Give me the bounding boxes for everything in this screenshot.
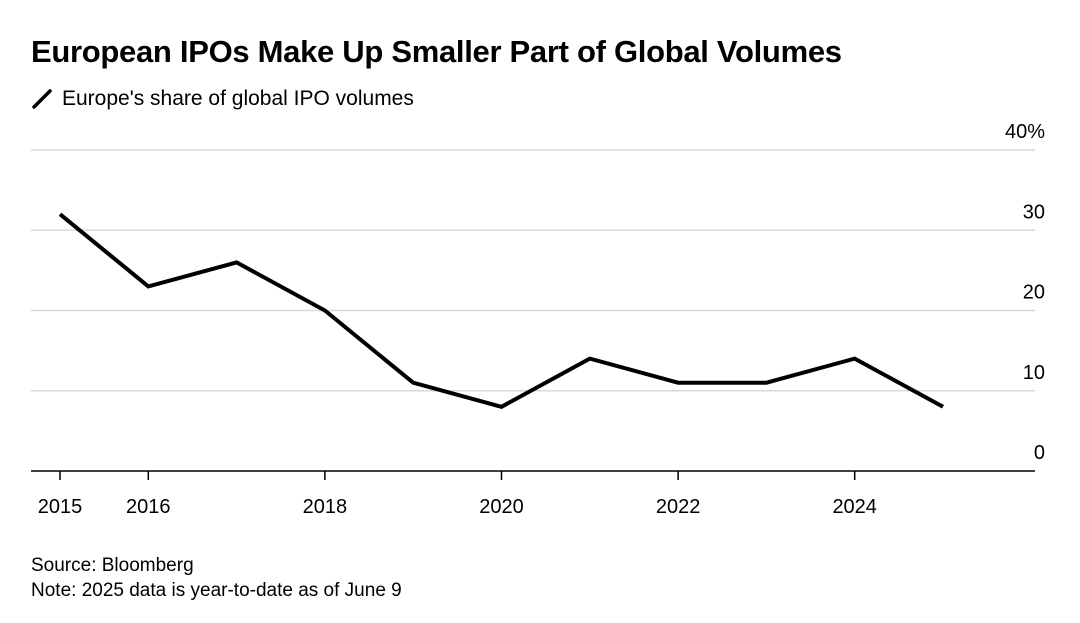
legend-label: Europe's share of global IPO volumes xyxy=(62,87,414,110)
y-tick-label: 20 xyxy=(1023,282,1045,304)
y-axis-ticks: 0 10 20 30 40% xyxy=(1005,121,1045,464)
y-tick-label: 30 xyxy=(1023,201,1045,223)
x-tick-label: 2020 xyxy=(479,496,524,518)
y-tick-label: 0 xyxy=(1034,442,1045,464)
gridlines xyxy=(31,149,1035,472)
x-tick-label: 2015 xyxy=(38,496,83,518)
legend: Europe's share of global IPO volumes xyxy=(31,86,414,112)
legend-line-icon xyxy=(32,89,52,109)
line-chart: 0 10 20 30 40% 2015 2016 2018 2020 2022 2024 xyxy=(31,121,1045,518)
y-tick-label: 10 xyxy=(1023,362,1045,384)
footnote: Note: 2025 data is year-to-date as of Ju… xyxy=(31,580,402,601)
chart-title: European IPOs Make Up Smaller Part of Gl… xyxy=(31,34,842,69)
x-tick-label: 2018 xyxy=(303,496,348,518)
y-tick-label: 40% xyxy=(1005,121,1045,143)
x-tick-label: 2024 xyxy=(832,496,877,518)
x-tick-label: 2022 xyxy=(656,496,701,518)
source-note: Source: Bloomberg xyxy=(31,555,194,576)
x-axis-ticks: 2015 2016 2018 2020 2022 2024 xyxy=(38,471,877,518)
x-tick-label: 2016 xyxy=(126,496,171,518)
series-lines xyxy=(58,212,944,409)
